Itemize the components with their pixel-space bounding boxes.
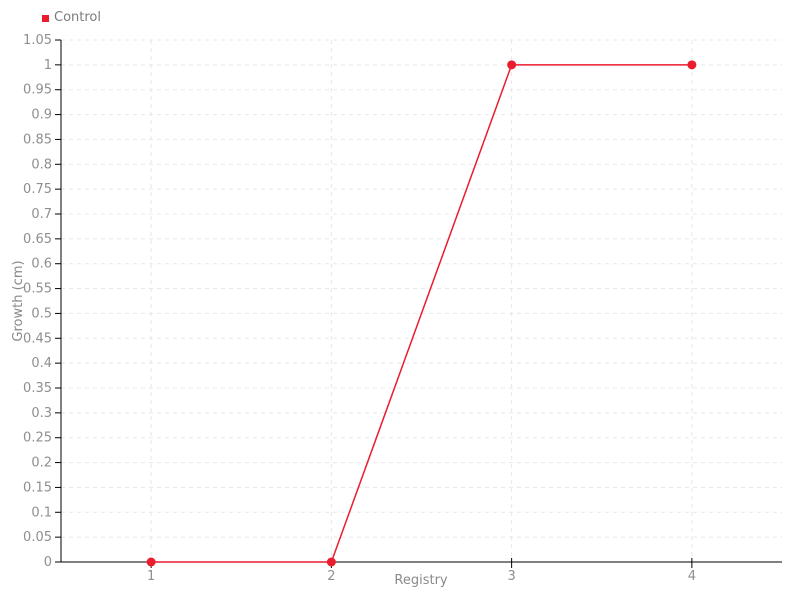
data-point[interactable] [326,557,336,567]
legend-item-control[interactable]: Control [42,11,101,25]
data-point[interactable] [687,60,697,70]
y-tick-label: 0.15 [23,480,52,495]
legend: Control [42,11,101,25]
legend-label-control: Control [54,10,101,25]
gridlines-layer [61,39,782,563]
y-tick-label: 0 [44,555,52,570]
y-tick-label: 0.75 [23,182,52,197]
y-tick-label: 0.7 [31,207,52,222]
y-tick-label: 0.95 [23,83,52,98]
y-tick-label: 0.65 [23,232,52,247]
y-tick-label: 0.2 [31,456,52,471]
legend-swatch-control [42,14,49,22]
y-tick-label: 0.3 [31,406,52,421]
x-tick-label: 4 [688,569,696,584]
x-tick-label: 1 [147,569,155,584]
y-tick-label: 0.1 [31,505,52,520]
y-tick-label: 0.85 [23,132,52,147]
x-tick-label: 2 [327,569,335,584]
x-tick-label: 3 [507,569,515,584]
y-tick-label: 0.35 [23,381,52,396]
y-tick-label: 0.05 [23,530,52,545]
series-layer [146,60,697,567]
data-point[interactable] [507,60,517,70]
y-tick-label: 0.8 [31,157,52,172]
y-tick-label: 0.4 [31,356,52,371]
y-tick-label: 0.55 [23,282,52,297]
y-tick-label: 0.6 [31,257,52,272]
y-axis-title: Growth (cm) [11,260,26,341]
series-line-control [151,64,692,563]
y-tick-label: 0.45 [23,331,52,346]
data-point[interactable] [146,557,156,567]
axes-layer [55,39,782,568]
y-tick-label: 0.5 [31,306,52,321]
y-tick-label: 1 [44,58,52,73]
y-tick-label: 0.9 [31,108,52,123]
y-tick-label: 0.25 [23,431,52,446]
tick-labels-layer: 0 0.05 0.1 0.15 0.2 0.25 0.3 0.35 0.4 0.45 0.5 0.55… [23,33,696,584]
x-axis-title: Registry [394,573,448,588]
y-tick-label: 1.05 [23,33,52,48]
